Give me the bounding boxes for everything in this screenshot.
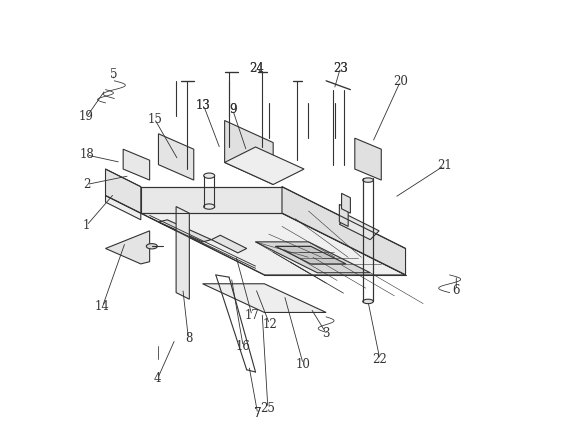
Ellipse shape (204, 173, 215, 178)
Ellipse shape (363, 299, 373, 304)
Text: 25: 25 (261, 402, 275, 415)
Polygon shape (355, 138, 381, 180)
Text: 13: 13 (196, 99, 211, 111)
Text: 19: 19 (79, 111, 94, 123)
Text: 3: 3 (323, 327, 330, 340)
Polygon shape (224, 120, 273, 185)
Text: 24: 24 (249, 62, 264, 75)
Polygon shape (158, 134, 194, 180)
Text: 5: 5 (110, 67, 117, 81)
Text: 15: 15 (148, 113, 162, 126)
Polygon shape (342, 193, 350, 213)
Text: 6: 6 (452, 284, 460, 297)
Polygon shape (202, 284, 326, 313)
Text: 7: 7 (254, 408, 262, 420)
Polygon shape (340, 215, 379, 240)
Text: 12: 12 (262, 318, 277, 331)
Text: 14: 14 (95, 300, 110, 313)
Polygon shape (141, 187, 282, 213)
Text: 9: 9 (229, 103, 236, 116)
Polygon shape (224, 147, 304, 185)
Polygon shape (105, 231, 149, 264)
Polygon shape (282, 187, 406, 275)
Polygon shape (212, 235, 246, 253)
Text: 7: 7 (254, 408, 262, 420)
Ellipse shape (363, 178, 373, 182)
Text: 21: 21 (437, 159, 452, 172)
Text: 17: 17 (245, 309, 259, 322)
Polygon shape (176, 206, 190, 299)
Polygon shape (123, 149, 149, 180)
Text: 18: 18 (79, 148, 94, 162)
Text: 2: 2 (83, 178, 90, 191)
Text: 9: 9 (229, 103, 236, 116)
Polygon shape (105, 195, 141, 220)
Text: 13: 13 (196, 99, 211, 111)
Ellipse shape (146, 244, 157, 249)
Text: 23: 23 (333, 62, 347, 75)
Ellipse shape (204, 204, 215, 209)
Text: 23: 23 (333, 62, 347, 75)
Polygon shape (275, 246, 346, 264)
Text: 22: 22 (373, 353, 387, 366)
Text: 10: 10 (296, 357, 311, 371)
Polygon shape (105, 169, 141, 213)
Polygon shape (340, 204, 348, 226)
Text: 20: 20 (393, 75, 408, 88)
Text: 24: 24 (249, 62, 264, 75)
Text: 8: 8 (185, 333, 192, 345)
Polygon shape (141, 213, 406, 275)
Text: 16: 16 (236, 340, 250, 353)
Text: 4: 4 (154, 372, 161, 385)
Polygon shape (255, 242, 370, 273)
Text: 1: 1 (83, 219, 90, 232)
Polygon shape (158, 220, 212, 242)
